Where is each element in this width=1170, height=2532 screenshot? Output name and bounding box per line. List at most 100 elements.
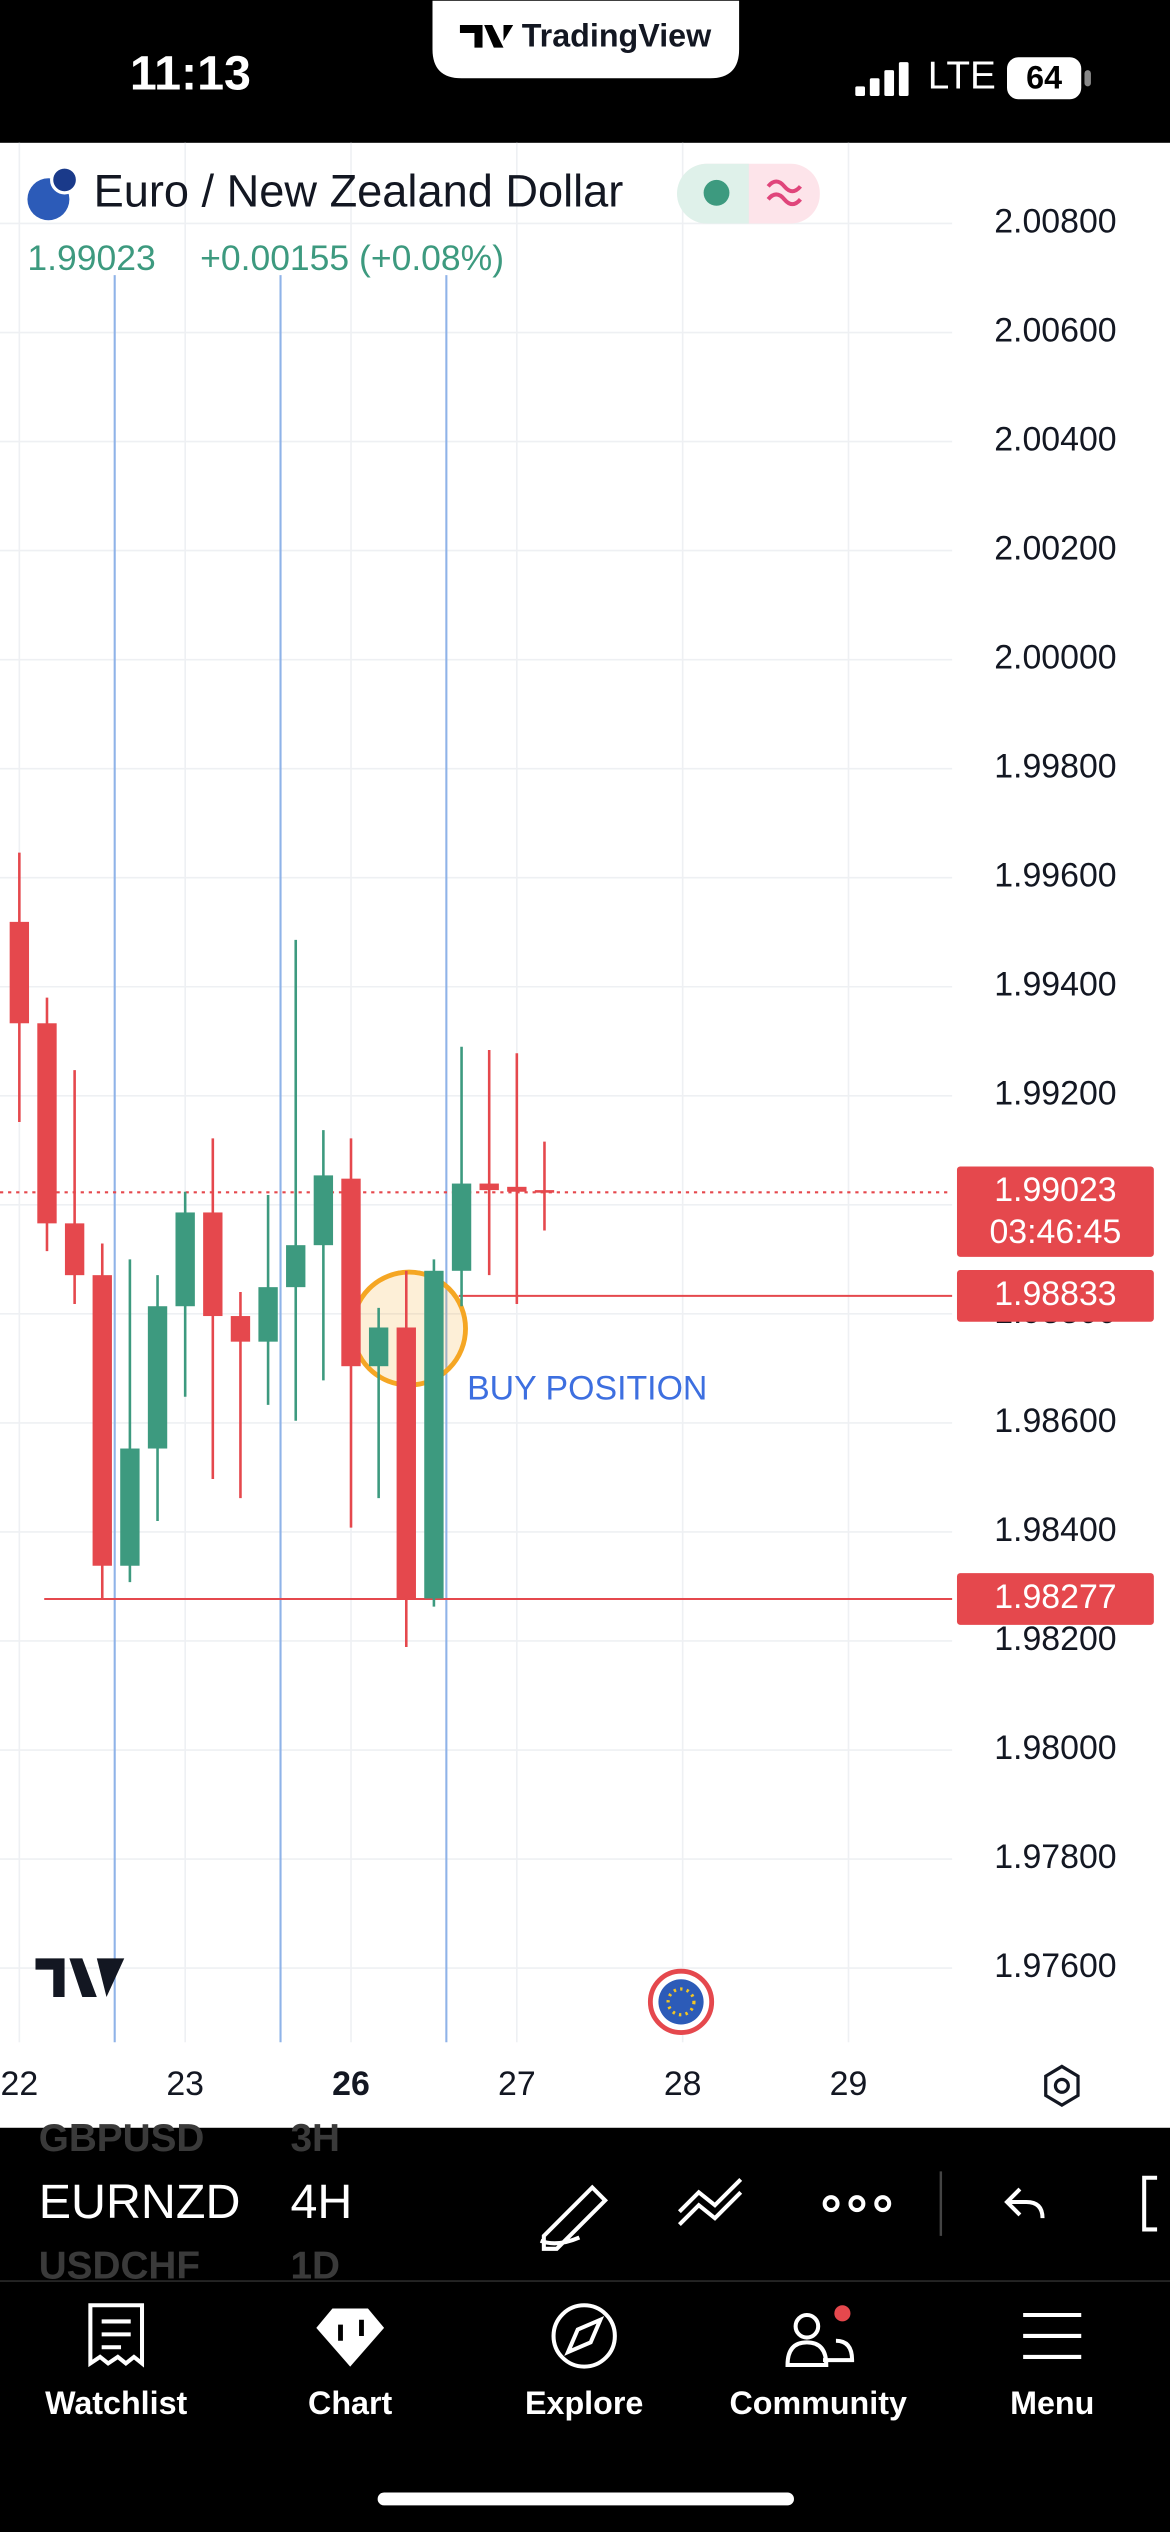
tab-bar: Watchlist Chart Explore Community Menu: [45, 2385, 1094, 2421]
symbol-title: Euro / New Zealand Dollar: [94, 165, 624, 216]
candle-body: [396, 1327, 416, 1599]
app-pill: [432, 0, 740, 79]
network: LTE: [928, 54, 996, 97]
symbol[interactable]: EURNZD: [39, 2175, 241, 2229]
y-tick-label: 1.98400: [994, 1511, 1116, 1549]
candle-body: [368, 1327, 389, 1367]
more-icon[interactable]: [822, 2195, 892, 2213]
settings-icon-dot: [1053, 2077, 1070, 2094]
wave-icon: [766, 179, 802, 207]
y-tick-label: 2.00600: [994, 311, 1116, 349]
x-tick-label: 27: [498, 2065, 536, 2103]
price-label: 1.98277: [994, 1578, 1116, 1616]
tv-logo-small: [459, 24, 514, 48]
tab-label[interactable]: Watchlist: [45, 2385, 187, 2421]
price-change: +0.00155 (+0.08%): [200, 238, 504, 278]
toolbar: GBPUSD 3H EURNZD 4H USDCHF 1D: [39, 2117, 353, 2287]
candle-body: [313, 1175, 334, 1246]
battery-level: 64: [1026, 59, 1062, 95]
candle-body: [451, 1183, 472, 1271]
clock: 11:13: [130, 46, 251, 100]
tv-watermark: [35, 1958, 125, 1998]
chart: 2.00800 2.00600 2.00400 2.00200 2.00000 1.998…: [0, 142, 1154, 2103]
indicators-icon[interactable]: [677, 2177, 743, 2227]
x-tick-label: 28: [664, 2065, 702, 2103]
y-tick-label: 2.00400: [994, 421, 1116, 459]
candle-body: [147, 1306, 168, 1449]
battery-tip: [1084, 70, 1091, 87]
community-head: [793, 2312, 821, 2340]
signal-icon: [855, 62, 909, 96]
battery: [1007, 57, 1082, 100]
price-label-box: [956, 1166, 1154, 1257]
candle-body: [341, 1178, 361, 1367]
y-tick-label: 1.99800: [994, 748, 1116, 786]
symbol: USDCHF: [39, 2244, 200, 2287]
candle-body: [424, 1270, 444, 1599]
nz-flag: [50, 165, 80, 195]
tab-label[interactable]: Menu: [1010, 2385, 1094, 2421]
watchlist-icon[interactable]: [88, 2303, 145, 2368]
x-tick-label: 26: [332, 2065, 370, 2103]
interval[interactable]: 4H: [290, 2175, 352, 2229]
price-label-box: [956, 1270, 1154, 1322]
interval: 1D: [290, 2244, 340, 2287]
chart-icon-candles: [338, 2319, 364, 2341]
y-tick-label: 2.00800: [994, 202, 1116, 240]
home-indicator: [377, 2492, 794, 2506]
market-dot: [703, 179, 730, 206]
chart-area: [0, 142, 1170, 2128]
tab-label[interactable]: Chart: [308, 2385, 393, 2421]
tab-label[interactable]: Community: [729, 2385, 907, 2421]
y-tick-label: 1.99400: [994, 966, 1116, 1004]
y-tick-label: 2.00200: [994, 530, 1116, 568]
y-tick-label: 2.00000: [994, 639, 1116, 677]
y-tick-label: 1.98000: [994, 1729, 1116, 1767]
draw-icon[interactable]: [539, 2184, 609, 2251]
explore-icon[interactable]: [551, 2303, 617, 2369]
chart-icon[interactable]: [316, 2308, 385, 2367]
x-tick-label: 29: [830, 2065, 868, 2103]
candle-body: [64, 1223, 85, 1276]
menu-icon[interactable]: [1023, 2312, 1082, 2359]
y-tick-label: 1.97800: [994, 1838, 1116, 1876]
y-tick-label: 1.99600: [994, 857, 1116, 895]
y-tick-label: 1.98200: [994, 1620, 1116, 1658]
y-tick-label: 1.98600: [994, 1402, 1116, 1440]
candle-body: [286, 1245, 306, 1288]
last-price: 1.99023: [27, 238, 155, 278]
event-stars: [666, 1987, 696, 2017]
x-tick-label: 23: [166, 2065, 204, 2103]
candle-body: [175, 1212, 195, 1307]
symbol: GBPUSD: [39, 2117, 205, 2160]
y-tick-label: 1.99200: [994, 1075, 1116, 1113]
countdown: 03:46:45: [989, 1213, 1121, 1251]
price-label-box: [956, 1573, 1154, 1625]
undo-icon[interactable]: [1004, 2187, 1045, 2219]
candle-body: [37, 1023, 57, 1224]
price-label: 1.99023: [994, 1171, 1116, 1209]
candle-body: [230, 1316, 251, 1342]
community-icon[interactable]: [785, 2338, 855, 2368]
candle-body: [258, 1287, 278, 1342]
fullscreen-icon[interactable]: [1142, 2175, 1158, 2232]
candle-body: [120, 1448, 140, 1566]
candle-body: [534, 1190, 555, 1193]
candle-body: [9, 921, 30, 1024]
x-tick-label: 22: [1, 2065, 39, 2103]
candle-body: [203, 1212, 223, 1317]
notification-dot: [834, 2305, 851, 2322]
candle-body: [92, 1275, 112, 1566]
annotation: BUY POSITION: [467, 1370, 707, 1408]
app-name: TradingView: [522, 17, 712, 53]
interval: 3H: [290, 2117, 340, 2160]
price-label: 1.98833: [994, 1275, 1116, 1313]
candle-body: [479, 1183, 499, 1191]
y-tick-label: 1.97600: [994, 1947, 1116, 1985]
settings-icon[interactable]: [1044, 2064, 1080, 2108]
explore-needle: [564, 2315, 605, 2356]
tab-label[interactable]: Explore: [525, 2385, 643, 2421]
candle-body: [507, 1186, 527, 1192]
